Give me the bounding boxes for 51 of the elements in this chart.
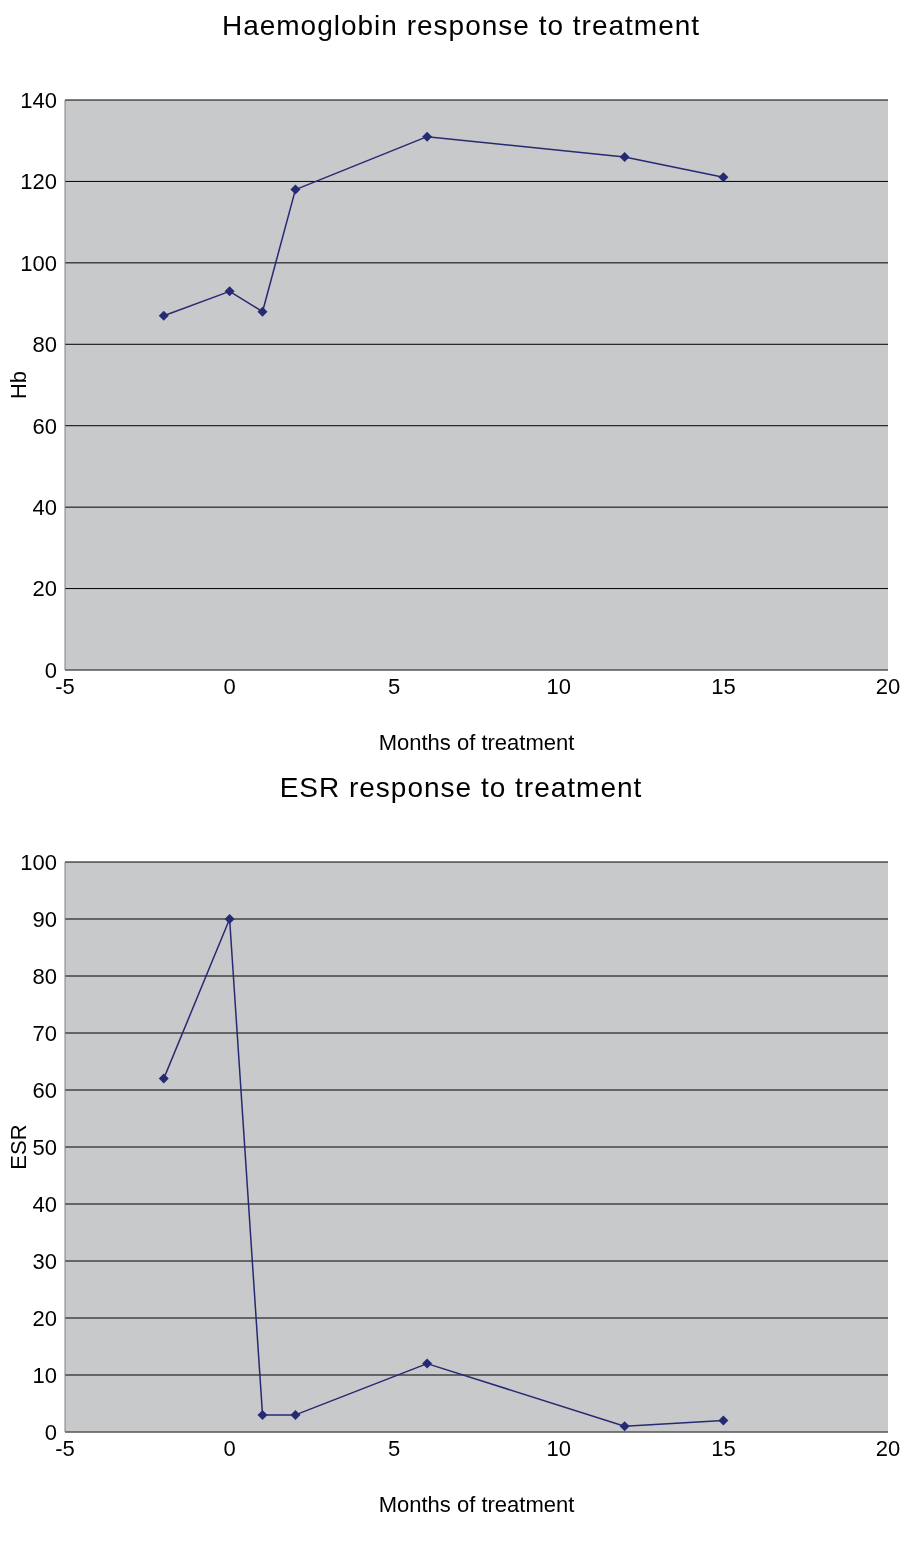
y-tick-label: 70 xyxy=(32,1020,57,1046)
point xyxy=(718,172,729,183)
y-tick-label: 20 xyxy=(32,576,57,602)
point xyxy=(422,131,433,142)
chart-title: ESR response to treatment xyxy=(279,772,643,803)
point xyxy=(257,1409,268,1420)
point xyxy=(290,1409,301,1420)
y-axis-title: ESR xyxy=(5,1124,31,1170)
point xyxy=(158,1073,169,1084)
x-tick-label: 10 xyxy=(546,1435,572,1461)
y-tick-label: 120 xyxy=(20,169,57,195)
x-tick-label: 0 xyxy=(223,1435,236,1461)
y-tick-label: 60 xyxy=(32,413,57,439)
point xyxy=(619,152,630,162)
x-tick-label: 15 xyxy=(711,673,736,699)
x-tick-label: 15 xyxy=(711,1435,736,1461)
y-axis-title: Hb xyxy=(5,370,31,400)
y-tick-label: 20 xyxy=(32,1305,57,1331)
y-tick-label: 0 xyxy=(44,1419,57,1445)
x-axis-title: Months of treatment xyxy=(378,1492,575,1517)
chart-title: Haemoglobin response to treatment xyxy=(221,10,701,41)
y-tick-label: 60 xyxy=(32,1077,57,1103)
y-tick-label: 10 xyxy=(32,1362,57,1388)
x-tick-label: -5 xyxy=(55,673,75,699)
point xyxy=(422,1358,433,1369)
x-tick-label: 20 xyxy=(875,1435,901,1461)
x-tick-label: 20 xyxy=(875,673,901,699)
y-tick-label: 80 xyxy=(32,963,57,989)
y-tick-label: 90 xyxy=(32,906,57,932)
point xyxy=(619,1421,630,1432)
point xyxy=(718,1415,729,1426)
x-tick-label: 0 xyxy=(223,673,236,699)
y-tick-label: 80 xyxy=(32,332,57,358)
y-tick-label: 0 xyxy=(44,657,57,683)
y-tick-label: 100 xyxy=(20,250,57,276)
y-tick-label: 40 xyxy=(32,494,57,520)
point xyxy=(158,310,169,321)
y-tick-label: 40 xyxy=(32,1191,57,1217)
y-tick-label: 100 xyxy=(20,849,57,875)
point xyxy=(257,306,268,317)
y-tick-label: 30 xyxy=(32,1248,57,1274)
point xyxy=(290,184,301,195)
y-tick-label: 140 xyxy=(20,87,57,113)
x-tick-label: -5 xyxy=(55,1435,75,1461)
x-tick-label: 5 xyxy=(388,1435,401,1461)
point xyxy=(224,286,235,297)
point xyxy=(224,914,235,924)
x-tick-label: 5 xyxy=(388,673,401,699)
x-tick-label: 10 xyxy=(546,673,572,699)
y-tick-label: 50 xyxy=(32,1134,57,1160)
x-axis-title: Months of treatment xyxy=(378,730,575,755)
